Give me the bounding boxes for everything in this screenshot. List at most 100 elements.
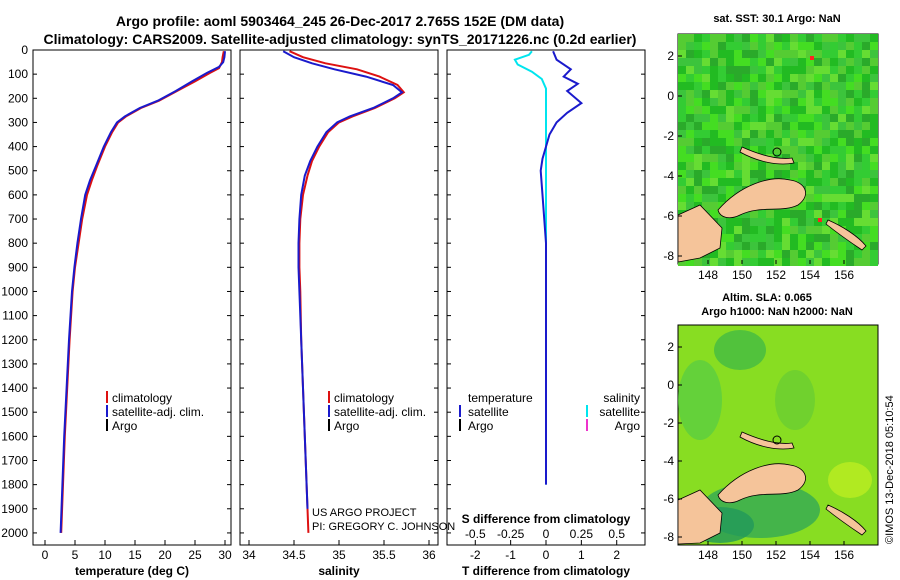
sst-pixel (782, 98, 790, 106)
sst-pixel (694, 74, 702, 82)
sst-pixel (862, 258, 870, 266)
sst-pixel (726, 98, 734, 106)
sst-pixel (734, 42, 742, 50)
sst-pixel (870, 242, 878, 250)
sst-pixel (854, 122, 862, 130)
sst-pixel (870, 114, 878, 122)
sst-pixel (806, 98, 814, 106)
sst-pixel (678, 106, 686, 114)
sst-pixel (726, 90, 734, 98)
sst-pixel (846, 210, 854, 218)
sst-pixel (678, 34, 686, 42)
sst-pixel (718, 186, 726, 194)
sst-pixel (870, 146, 878, 154)
timestamp-label: ©IMOS 13-Dec-2018 05:10:54 (884, 395, 896, 544)
sst-pixel (726, 226, 734, 234)
figure-title-line2: Climatology: CARS2009. Satellite-adjuste… (44, 31, 637, 47)
sst-pixel (814, 154, 822, 162)
sst-pixel (822, 210, 830, 218)
sst-pixel (734, 82, 742, 90)
sst-pixel (694, 114, 702, 122)
sst-pixel (718, 234, 726, 242)
sst-pixel (854, 178, 862, 186)
sst-pixel (790, 90, 798, 98)
sst-pixel (750, 82, 758, 90)
sst-pixel (702, 50, 710, 58)
x-tick-label: 36 (422, 548, 436, 562)
legend-swatch-sal-argo (586, 419, 588, 431)
sst-pixel (846, 258, 854, 266)
sst-pixel (862, 106, 870, 114)
sst-pixel (718, 98, 726, 106)
sst-pixel (830, 130, 838, 138)
sst-pixel (806, 226, 814, 234)
sst-pixel (854, 162, 862, 170)
sst-pixel (806, 146, 814, 154)
map-y-tick-label: -4 (663, 454, 674, 468)
sst-pixel (766, 250, 774, 258)
sst-pixel (862, 82, 870, 90)
sst-pixel (718, 82, 726, 90)
sst-pixel (814, 178, 822, 186)
sst-pixel (686, 162, 694, 170)
depth-tick-label: 1400 (1, 381, 28, 395)
land-solomon (825, 219, 867, 251)
sst-pixel (830, 146, 838, 154)
sst-pixel (750, 226, 758, 234)
sst-pixel (846, 66, 854, 74)
sst-pixel (686, 114, 694, 122)
sst-pixel (798, 234, 806, 242)
map-x-tick-label: 150 (732, 548, 752, 562)
x-tick-label: 25 (188, 548, 202, 562)
sst-pixel (758, 106, 766, 114)
sst-pixel (846, 250, 854, 258)
temperature-panel-frame (32, 49, 232, 546)
sst-pixel (846, 58, 854, 66)
sst-pixel (742, 170, 750, 178)
sst-pixel (718, 170, 726, 178)
sst-pixel (758, 258, 766, 266)
sst-pixel (814, 114, 822, 122)
sst-pixel (694, 162, 702, 170)
legend-temperature-header: temperature (468, 391, 533, 405)
sst-pixel (806, 42, 814, 50)
sst-pixel (830, 90, 838, 98)
sst-pixel (854, 258, 862, 266)
sst-pixel (838, 146, 846, 154)
sst-pixel (710, 106, 718, 114)
sst-pixel (710, 74, 718, 82)
sst-pixel (774, 90, 782, 98)
sst-pixel (678, 42, 686, 50)
sst-pixel (678, 66, 686, 74)
x-tick-label: 35 (332, 548, 346, 562)
sst-pixel (726, 146, 734, 154)
sst-pixel (782, 234, 790, 242)
sst-pixel (710, 122, 718, 130)
sla-blob (714, 330, 766, 370)
sst-pixel (830, 250, 838, 258)
depth-tick-label: 1200 (1, 333, 28, 347)
sst-pixel (726, 42, 734, 50)
sst-land (677, 146, 867, 263)
sst-pixel (750, 234, 758, 242)
depth-tick-label: 200 (8, 91, 28, 105)
x-tick-label: 34.5 (282, 548, 306, 562)
sst-pixel (742, 74, 750, 82)
sst-pixel (846, 122, 854, 130)
sst-pixel (742, 58, 750, 66)
depth-tick-label: 1500 (1, 405, 28, 419)
sst-pixel (686, 58, 694, 66)
sst-pixel (702, 154, 710, 162)
sst-pixel (702, 130, 710, 138)
sst-pixel (726, 130, 734, 138)
sst-pixel (766, 50, 774, 58)
sst-pixel (790, 170, 798, 178)
sst-pixel (830, 178, 838, 186)
sst-pixel (830, 258, 838, 266)
sst-pixel (718, 106, 726, 114)
sst-pixel (702, 106, 710, 114)
sst-pixel (678, 74, 686, 82)
sst-map-pixels (678, 34, 878, 266)
sst-pixel (830, 194, 838, 202)
sst-pixel (750, 250, 758, 258)
